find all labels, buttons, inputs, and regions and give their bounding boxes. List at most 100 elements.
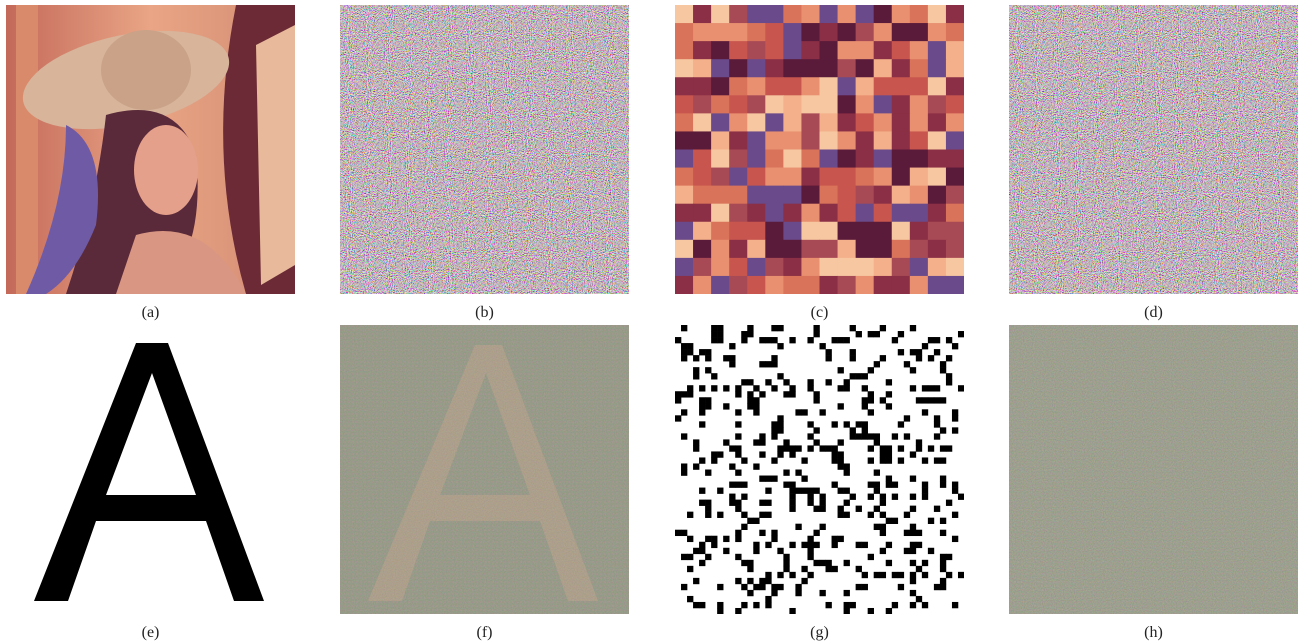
block: [856, 168, 875, 187]
block: [675, 415, 681, 421]
block: [783, 150, 802, 169]
block: [729, 445, 735, 451]
block: [922, 494, 928, 500]
block: [789, 488, 795, 494]
block: [820, 131, 839, 150]
block: [898, 331, 904, 337]
block: [681, 463, 687, 469]
block: [838, 5, 857, 24]
block: [856, 542, 862, 548]
block: [729, 41, 748, 60]
block: [838, 113, 857, 132]
block: [783, 470, 789, 476]
block: [747, 590, 753, 596]
block: [862, 373, 868, 379]
block: [922, 385, 928, 391]
block: [928, 131, 947, 150]
block: [856, 584, 862, 590]
block: [880, 572, 886, 578]
block: [711, 95, 730, 114]
block: [892, 77, 911, 96]
block: [910, 572, 916, 578]
block: [729, 355, 735, 361]
block: [874, 186, 893, 205]
block: [693, 240, 712, 259]
block: [729, 258, 748, 277]
block: [729, 186, 748, 205]
block: [820, 590, 826, 596]
block: [699, 403, 705, 409]
block: [765, 337, 771, 343]
block: [946, 337, 952, 343]
block: [759, 439, 765, 445]
caption: (h): [1009, 622, 1298, 644]
block: [729, 494, 735, 500]
block: [699, 500, 705, 506]
block: [783, 59, 802, 78]
block: [910, 602, 916, 608]
block: [693, 150, 712, 169]
block: [910, 542, 916, 548]
block: [952, 482, 958, 488]
block: [783, 566, 789, 572]
block: [741, 337, 747, 343]
block: [675, 131, 694, 150]
block: [880, 494, 886, 500]
block: [717, 331, 723, 337]
block: [795, 445, 801, 451]
block: [886, 608, 892, 614]
block: [807, 379, 813, 385]
block: [759, 500, 765, 506]
block: [820, 560, 826, 566]
block: [687, 554, 693, 560]
block: [928, 397, 934, 403]
block: [946, 168, 964, 187]
block: [946, 131, 964, 150]
block: [771, 385, 777, 391]
block: [892, 494, 898, 500]
block: [820, 77, 839, 96]
block: [838, 337, 844, 343]
block: [856, 150, 875, 169]
block: [826, 602, 832, 608]
block: [820, 500, 826, 506]
block: [928, 5, 947, 24]
block: [856, 276, 875, 294]
block: [729, 23, 748, 42]
block: [783, 240, 802, 259]
block: [705, 470, 711, 476]
block: [844, 488, 850, 494]
block: [699, 560, 705, 566]
block: [874, 59, 893, 78]
block: [910, 95, 929, 114]
block: [892, 572, 898, 578]
block: [838, 204, 857, 223]
block: [711, 337, 717, 343]
block: [735, 385, 741, 391]
block: [747, 331, 753, 337]
block: [765, 95, 784, 114]
block: [844, 463, 850, 469]
block: [765, 131, 784, 150]
block: [928, 204, 947, 223]
block: [765, 113, 784, 132]
block: [874, 41, 893, 60]
block: [856, 59, 875, 78]
block: [886, 457, 892, 463]
block: [898, 457, 904, 463]
block: [862, 572, 868, 578]
block: [771, 325, 777, 331]
block: [813, 391, 819, 397]
block: [928, 59, 947, 78]
block: [675, 186, 694, 205]
block: [747, 403, 753, 409]
block: [940, 578, 946, 584]
block: [801, 258, 820, 277]
block: [735, 421, 741, 427]
block: [801, 41, 820, 60]
block: [826, 566, 832, 572]
block: [759, 530, 765, 536]
block: [820, 150, 839, 169]
block: [801, 204, 820, 223]
block: [838, 463, 844, 469]
